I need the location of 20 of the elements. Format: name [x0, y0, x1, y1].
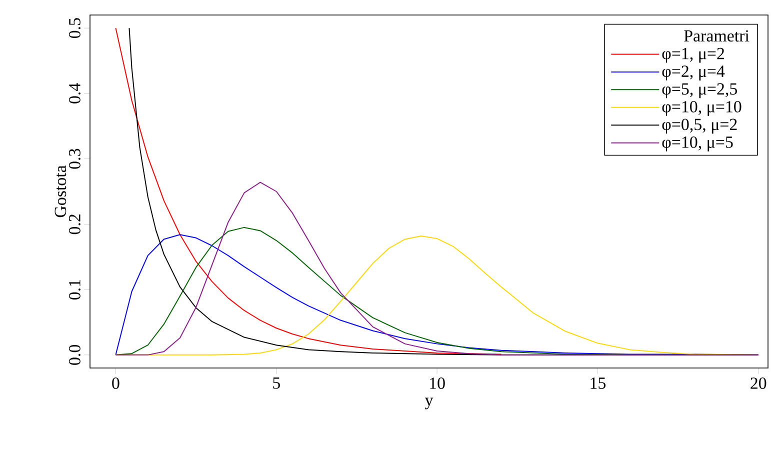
legend-label: φ=5, μ=2,5: [662, 83, 737, 98]
legend-title: Parametri: [684, 30, 750, 42]
x-tick-label: 5: [273, 378, 280, 389]
y-axis-title: Gostota: [54, 165, 66, 218]
legend-label: φ=10, μ=5: [662, 136, 733, 152]
legend-label: φ=1, μ=2: [662, 48, 724, 63]
legend-label: φ=0,5, μ=2: [662, 118, 737, 134]
x-tick-label: 10: [430, 378, 445, 389]
y-tick-label: 0.1: [68, 280, 80, 300]
y-tick-label: 0.0: [68, 344, 80, 365]
legend-label: φ=2, μ=4: [662, 66, 725, 80]
x-tick-label: 0: [112, 378, 120, 389]
x-axis-title: y: [424, 398, 434, 410]
y-tick-label: 0.3: [68, 148, 80, 169]
x-tick-label: 15: [590, 378, 606, 389]
y-tick-label: 0.4: [68, 83, 80, 104]
y-tick-label: 0.5: [68, 18, 80, 38]
legend-label: φ=10, μ=10: [662, 100, 742, 116]
y-tick-label: 0.2: [68, 214, 80, 234]
x-tick-label: 20: [750, 378, 766, 389]
